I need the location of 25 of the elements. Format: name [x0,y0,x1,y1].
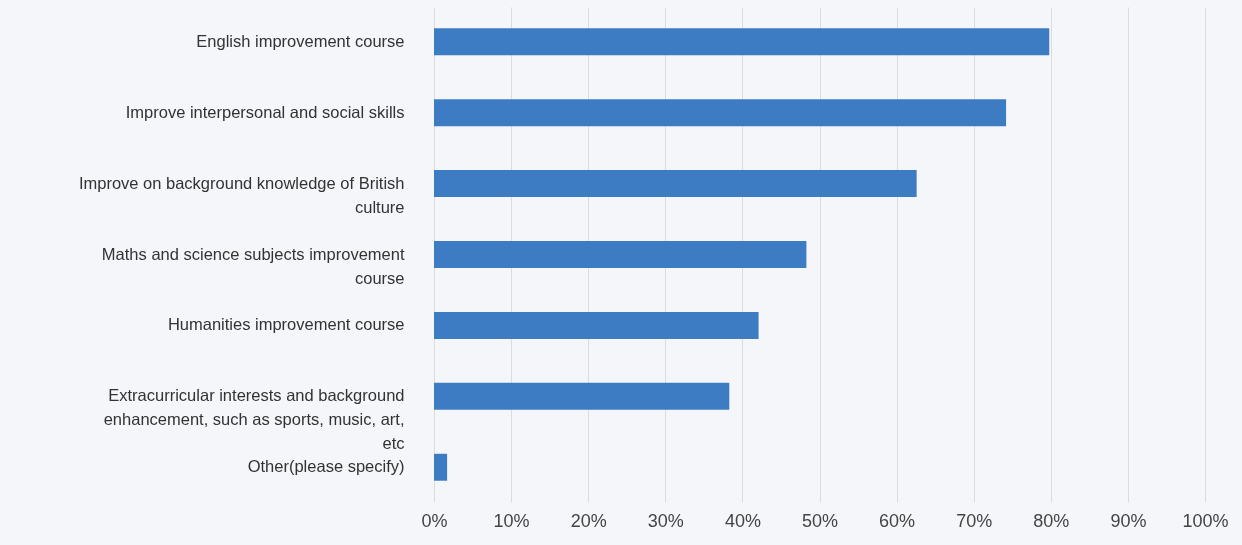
y-tick-label: Humanities improvement course [167,315,405,334]
y-tick-label: Extracurricular interests and background enhancement, such as sports, music, art, etc [103,386,405,453]
bar [434,99,1007,127]
x-tick-label: 90% [1110,510,1147,531]
x-tick-label: 30% [647,510,684,531]
x-tick-label: 70% [956,510,993,531]
x-tick-label: 50% [801,510,839,531]
bar [434,453,448,481]
bar [434,311,759,339]
bar [434,382,730,410]
bar [434,28,1050,56]
x-tick-label: 0% [421,510,448,531]
x-tick-label: 80% [1033,510,1070,531]
bar [434,170,917,198]
y-tick-label: Maths and science subjects improvement course [101,244,405,287]
y-tick-label: Improve on background knowledge of British culture [78,173,405,216]
bar [434,241,807,268]
x-tick-label: 10% [493,510,530,531]
y-tick-label: Other(please specify) [247,457,405,476]
y-tick-label: English improvement course [196,31,405,50]
x-tick-label: 60% [879,510,916,531]
x-tick-label: 100% [1182,510,1229,531]
x-tick-label: 40% [724,510,761,531]
y-tick-label: Improve interpersonal and social skills [125,102,405,121]
x-tick-label: 20% [570,510,607,531]
